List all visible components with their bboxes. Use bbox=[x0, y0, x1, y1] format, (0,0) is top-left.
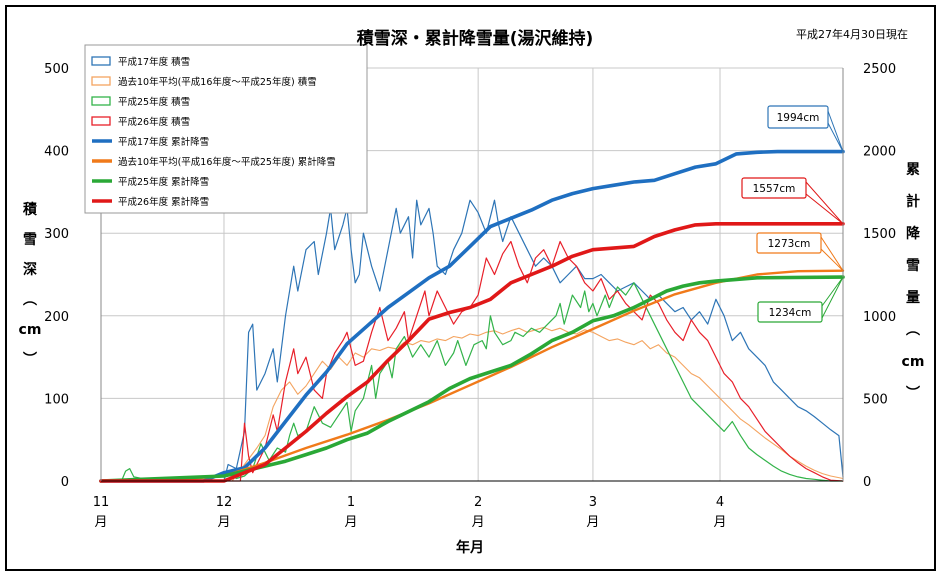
series-line-2 bbox=[100, 282, 844, 482]
legend-swatch-box bbox=[91, 96, 111, 106]
x-tick-unit: 月 bbox=[345, 515, 358, 530]
y-right-label-char: ︶ bbox=[905, 385, 920, 402]
callout-box bbox=[767, 105, 829, 129]
callouts: 1994cm 1557cm 1273cm 1234cm bbox=[741, 105, 844, 323]
legend-label: 平成26年度 累計降雪 bbox=[118, 196, 209, 208]
x-tick-label: 3 bbox=[589, 495, 597, 510]
y-left-tick-label: 100 bbox=[44, 392, 69, 407]
y-left-label-char: 雪 bbox=[23, 231, 37, 248]
y-right-label-char: 累 bbox=[906, 162, 920, 178]
y-left-tick-label: 400 bbox=[44, 145, 69, 160]
callout-pointer bbox=[805, 180, 844, 225]
y-right-tick-label: 500 bbox=[863, 392, 888, 407]
legend-swatch-box bbox=[91, 76, 111, 86]
callout-pointer bbox=[820, 235, 844, 272]
y-right-label-char: ︵ bbox=[905, 322, 920, 338]
callout-box bbox=[756, 232, 822, 254]
legend-label: 平成26年度 積雪 bbox=[118, 116, 190, 128]
y-left-label-char: ︶ bbox=[22, 351, 37, 368]
callout-box bbox=[741, 177, 807, 199]
y-right-label-char: 量 bbox=[906, 290, 920, 306]
date-note: 平成27年4月30日現在 bbox=[796, 27, 908, 41]
y-right-tick-label: 1500 bbox=[863, 227, 896, 242]
x-tick-unit: 月 bbox=[714, 515, 727, 530]
y-left-tick-label: 200 bbox=[44, 310, 69, 325]
y-right-label-char: 降 bbox=[906, 225, 921, 242]
legend-label: 過去10年平均(平成16年度～平成25年度) 累計降雪 bbox=[118, 156, 336, 168]
axes: 0 100 200 300 400 500 0 500 1000 1500 2000 2500 11 月 1… bbox=[19, 62, 925, 530]
x-tick-unit: 月 bbox=[472, 515, 485, 530]
y-left-label-char: cm bbox=[19, 322, 42, 338]
chart-title: 積雪深・累計降雪量(湯沢維持) bbox=[357, 28, 594, 49]
callout-label: 1557cm bbox=[753, 183, 796, 195]
series-line-4 bbox=[99, 149, 845, 483]
legend-label: 過去10年平均(平成16年度～平成25年度) 積雪 bbox=[118, 76, 317, 88]
x-tick-label: 12 bbox=[216, 495, 233, 510]
series-line-3 bbox=[100, 240, 844, 482]
x-tick-unit: 月 bbox=[586, 515, 599, 530]
x-tick-label: 1 bbox=[347, 495, 355, 510]
y-left-tick-label: 300 bbox=[44, 227, 69, 242]
legend-label: 平成25年度 積雪 bbox=[118, 96, 190, 108]
series-line-0 bbox=[100, 199, 844, 482]
series-line-7 bbox=[99, 222, 845, 483]
x-tick-unit: 月 bbox=[94, 515, 107, 530]
x-tick-label: 11 bbox=[93, 495, 110, 510]
y-left-label-char: ︵ bbox=[22, 292, 37, 308]
callout-label: 1234cm bbox=[769, 307, 812, 319]
y-right-tick-label: 2000 bbox=[863, 145, 896, 160]
legend-label: 平成25年度 累計降雪 bbox=[118, 176, 209, 188]
callout-label: 1273cm bbox=[768, 238, 811, 250]
x-axis-label: 年月 bbox=[456, 539, 484, 556]
y-left-tick-label: 0 bbox=[61, 475, 69, 490]
y-left-label-char: 積 bbox=[22, 201, 38, 218]
y-right-tick-label: 2500 bbox=[863, 62, 896, 77]
callout-box bbox=[757, 301, 823, 323]
callout-pointer bbox=[827, 110, 844, 152]
x-tick-unit: 月 bbox=[217, 515, 230, 530]
callout-label: 1994cm bbox=[777, 112, 820, 124]
y-right-label-char: cm bbox=[902, 354, 925, 370]
y-right-label-char: 雪 bbox=[906, 257, 920, 274]
x-tick-label: 4 bbox=[716, 495, 724, 510]
y-right-label-char: 計 bbox=[906, 193, 920, 210]
y-left-label-char: 深 bbox=[23, 261, 37, 278]
legend-label: 平成17年度 累計降雪 bbox=[118, 136, 209, 148]
legend-box bbox=[84, 44, 368, 214]
y-right-tick-label: 1000 bbox=[863, 310, 896, 325]
series-layer bbox=[99, 149, 845, 483]
series-line-5 bbox=[99, 269, 845, 483]
legend-swatch-box bbox=[91, 56, 111, 66]
callout-pointer bbox=[821, 276, 844, 319]
y-right-tick-label: 0 bbox=[863, 475, 871, 490]
legend-swatch-box bbox=[91, 116, 111, 126]
x-tick-label: 2 bbox=[474, 495, 482, 510]
legend-label: 平成17年度 積雪 bbox=[118, 56, 190, 68]
y-left-tick-label: 500 bbox=[44, 62, 69, 77]
